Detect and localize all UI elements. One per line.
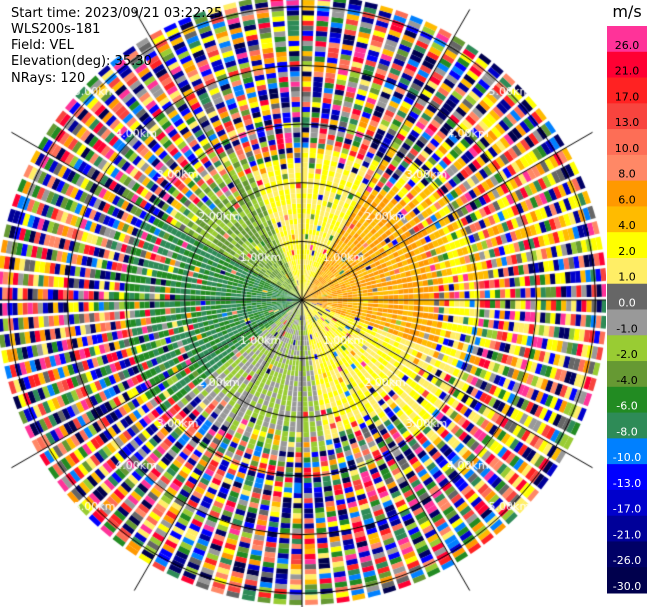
colorbar-swatch <box>607 386 647 414</box>
colorbar-tick-label: -17.0 <box>613 503 641 516</box>
colorbar-swatch <box>607 51 647 79</box>
colorbar-tick-label: 13.0 <box>615 116 640 129</box>
colorbar-tick-label: -4.0 <box>616 374 637 387</box>
colorbar-tick-label: 2.0 <box>618 245 636 258</box>
colorbar-swatch <box>607 515 647 542</box>
colorbar-tick-label: 1.0 <box>618 271 636 284</box>
colorbar-swatch <box>607 257 647 285</box>
colorbar-tick-label: 17.0 <box>615 90 640 103</box>
instrument-label: WLS200s-181 <box>11 22 101 37</box>
colorbar-tick-label: 0.0 <box>618 297 636 310</box>
colorbar-swatch <box>607 309 647 336</box>
colorbar-swatch <box>607 361 647 388</box>
colorbar-tick-label: -26.0 <box>613 554 641 567</box>
colorbar: m/s 26.0 21.0 17.0 13.0 10.0 8.0 6.0 4.0 2.0 1.0 0.… <box>607 2 647 594</box>
colorbar-swatch <box>607 180 647 207</box>
colorbar-tick-label: 6.0 <box>618 193 636 206</box>
colorbar-swatch <box>607 154 647 182</box>
colorbar-tick-label: -8.0 <box>616 425 637 438</box>
ppi-velocity-plot <box>0 0 606 607</box>
colorbar-swatch <box>607 541 647 568</box>
colorbar-swatch <box>607 77 647 104</box>
start-time-label: Start time: 2023/09/21 03:22:25 <box>11 6 223 21</box>
colorbar-swatch <box>607 335 647 362</box>
colorbar-swatch <box>607 129 647 156</box>
colorbar-tick-label: 8.0 <box>618 168 636 181</box>
colorbar-swatch <box>607 206 647 233</box>
colorbar-swatch <box>607 489 647 517</box>
colorbar-tick-label: -21.0 <box>613 528 641 541</box>
colorbar-swatch <box>607 567 647 594</box>
colorbar-tick-label: -6.0 <box>616 400 637 413</box>
colorbar-tick-label: 4.0 <box>618 219 636 232</box>
colorbar-swatch <box>607 464 647 491</box>
colorbar-swatch <box>607 412 647 439</box>
colorbar-tick-label: -1.0 <box>616 322 637 335</box>
elevation-label: Elevation(deg): 35.30 <box>11 54 152 69</box>
colorbar-swatch <box>607 438 647 465</box>
colorbar-tick-label: -2.0 <box>616 348 637 361</box>
colorbar-tick-label: 10.0 <box>615 142 640 155</box>
colorbar-tick-label: -30.0 <box>613 580 641 593</box>
colorbar-tick-label: 21.0 <box>615 65 640 78</box>
colorbar-tick-label: -13.0 <box>613 477 641 490</box>
colorbar-unit-label: m/s <box>612 2 641 21</box>
colorbar-swatch <box>607 103 647 130</box>
colorbar-tick-label: -10.0 <box>613 451 641 464</box>
field-label: Field: VEL <box>11 38 74 53</box>
nrays-label: NRays: 120 <box>11 71 86 86</box>
colorbar-swatch <box>607 232 647 259</box>
colorbar-swatch <box>607 283 647 310</box>
colorbar-tick-label: 26.0 <box>615 39 640 52</box>
colorbar-swatch <box>607 26 647 53</box>
